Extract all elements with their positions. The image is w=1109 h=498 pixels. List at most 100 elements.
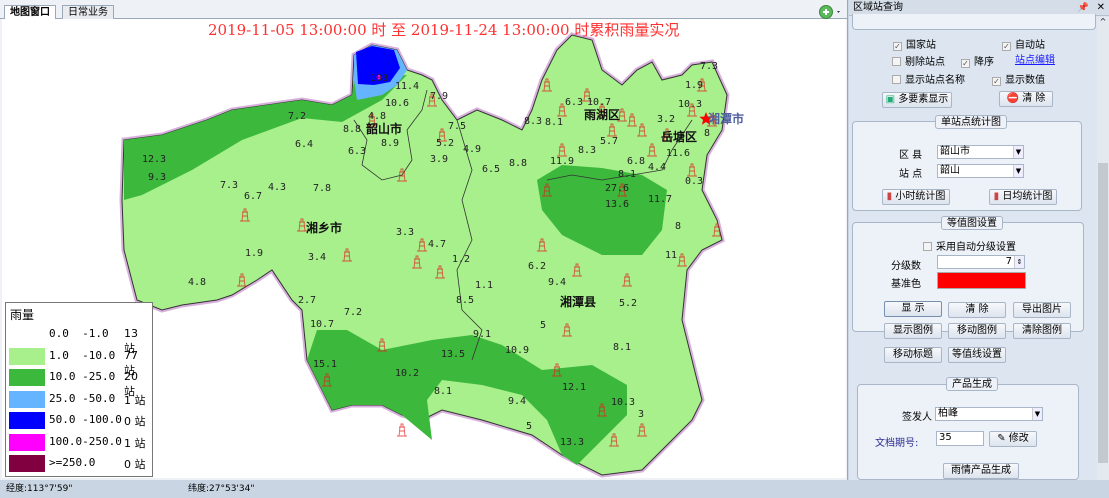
station-tower-icon[interactable] <box>662 128 672 142</box>
station-tower-icon[interactable] <box>677 253 687 267</box>
station-tower-icon[interactable] <box>427 93 437 107</box>
station-tower-icon[interactable] <box>397 168 407 182</box>
modify-button[interactable]: ✎ 修改 <box>989 431 1037 447</box>
station-value: 5 <box>540 320 546 331</box>
station-tower-icon[interactable] <box>572 263 582 277</box>
clear-button[interactable]: ⛔ 清 除 <box>999 91 1053 107</box>
multi-element-button[interactable]: ▣ 多要素显示 <box>882 92 952 108</box>
station-tower-icon[interactable] <box>435 265 445 279</box>
tab-daily-business[interactable]: 日常业务 <box>62 5 114 20</box>
station-tower-icon[interactable] <box>412 255 422 269</box>
exclude-station-checkbox[interactable]: 剔除站点 <box>892 53 945 68</box>
station-tower-icon[interactable] <box>342 248 352 262</box>
station-value: 11 <box>665 250 677 261</box>
station-tower-icon[interactable] <box>609 433 619 447</box>
station-tower-icon[interactable] <box>712 223 722 237</box>
station-tower-icon[interactable] <box>637 123 647 137</box>
contour-button-6[interactable]: 移动标题 <box>884 347 942 363</box>
national-station-checkbox[interactable]: ✓ 国家站 <box>893 40 936 51</box>
station-tower-icon[interactable] <box>542 78 552 92</box>
station-tower-icon[interactable] <box>537 238 547 252</box>
station-tower-icon[interactable] <box>562 323 572 337</box>
doc-number-input[interactable]: 35 <box>936 431 984 446</box>
station-value: 4.8 <box>188 277 206 288</box>
station-tower-icon[interactable] <box>622 273 632 287</box>
close-icon[interactable]: ✕ <box>1096 2 1105 13</box>
station-tower-icon[interactable] <box>552 363 562 377</box>
station-tower-icon[interactable] <box>367 113 377 127</box>
station-select[interactable]: 韶山 ▼ <box>937 164 1024 178</box>
station-tower-icon[interactable] <box>627 113 637 127</box>
contour-button-5[interactable]: 清除图例 <box>1013 323 1071 339</box>
descending-checkbox[interactable]: ✓ 降序 <box>961 57 994 68</box>
panel-scrollbar[interactable]: ^ <box>1097 17 1109 480</box>
station-value: 1.2 <box>452 254 470 265</box>
contour-button-4[interactable]: 移动图例 <box>948 323 1006 339</box>
tab-map-window[interactable]: 地图窗口 <box>4 5 56 20</box>
station-tower-icon[interactable] <box>557 143 567 157</box>
station-tower-icon[interactable] <box>417 238 427 252</box>
county-select[interactable]: 韶山市 ▼ <box>937 145 1024 159</box>
station-tower-icon[interactable] <box>687 103 697 117</box>
station-value: 12.3 <box>142 154 166 165</box>
legend-count: 0 站 <box>124 415 146 428</box>
station-tower-icon[interactable] <box>597 403 607 417</box>
district-label: 湘潭市 <box>708 111 744 126</box>
scrollbar-thumb[interactable] <box>1098 163 1108 463</box>
pin-icon[interactable]: 📌 <box>1077 3 1089 13</box>
station-tower-icon[interactable] <box>297 218 307 232</box>
auto-station-checkbox[interactable]: ✓ 自动站 <box>1002 40 1045 51</box>
station-tower-icon[interactable] <box>687 163 697 177</box>
contour-button-0[interactable]: 显 示 <box>884 301 942 317</box>
contour-button-1[interactable]: 清 除 <box>948 302 1006 318</box>
legend-count: 0 站 <box>124 458 146 471</box>
station-tower-icon[interactable] <box>542 183 552 197</box>
bar-chart-icon: ▮ <box>993 191 1000 202</box>
station-tower-icon[interactable] <box>617 108 627 122</box>
station-tower-icon[interactable] <box>377 338 387 352</box>
station-tower-icon[interactable] <box>240 208 250 222</box>
station-value: 10.9 <box>505 345 529 356</box>
station-tower-icon[interactable] <box>397 423 407 437</box>
station-tower-icon[interactable] <box>617 183 627 197</box>
auto-grading-checkbox[interactable]: 采用自动分级设置 <box>923 238 1016 253</box>
station-tower-icon[interactable] <box>697 78 707 92</box>
station-value: 0.3 <box>685 176 703 187</box>
region-light-green <box>121 34 728 476</box>
add-button[interactable] <box>816 4 844 20</box>
levels-stepper[interactable]: 7 ⇕ <box>937 255 1025 269</box>
station-tower-icon[interactable] <box>637 423 647 437</box>
station-value: 3.3 <box>396 227 414 238</box>
station-tower-icon[interactable] <box>582 88 592 102</box>
show-value-checkbox[interactable]: ✓ 显示数值 <box>992 75 1045 86</box>
district-boundary <box>546 119 693 181</box>
station-value: 11.6 <box>666 148 690 159</box>
station-value: 8 <box>704 128 710 139</box>
contour-button-2[interactable]: 导出图片 <box>1013 302 1071 318</box>
station-tower-icon[interactable] <box>237 273 247 287</box>
daily-chart-button[interactable]: ▮ 日均统计图 <box>989 189 1057 205</box>
district-boundary <box>353 89 428 181</box>
base-color-swatch[interactable] <box>937 272 1026 289</box>
show-station-name-checkbox[interactable]: 显示站点名称 <box>892 71 965 86</box>
station-tower-icon[interactable] <box>322 373 332 387</box>
issuer-select[interactable]: 柏峰 ▼ <box>935 407 1043 421</box>
remove-icon: ⛔ <box>1006 93 1020 104</box>
contour-button-7[interactable]: 等值线设置 <box>948 347 1006 363</box>
generate-product-button[interactable]: 雨情产品生成 <box>943 463 1019 479</box>
map-canvas[interactable]: 12.3 9.3 7.3 4.3 6.7 7.8 6.4 7.2 108 11.4 10.6 4.8 8… <box>2 19 846 478</box>
contour-button-3[interactable]: 显示图例 <box>884 323 942 339</box>
region-green-north <box>124 75 407 200</box>
hourly-chart-button[interactable]: ▮ 小时统计图 <box>882 189 950 205</box>
station-tower-icon[interactable] <box>597 103 607 117</box>
station-edit-link[interactable]: 站点编辑 <box>1015 55 1055 66</box>
station-tower-icon[interactable] <box>647 143 657 157</box>
station-value: 7.9 <box>430 91 448 102</box>
legend[interactable]: 雨量 0.0 -1.0 13 站 1.0 -10.0 77 站 10.0 -25.0 20… <box>5 302 153 477</box>
station-value: 10.2 <box>395 368 419 379</box>
legend-count: 1 站 <box>124 393 146 407</box>
station-tower-icon[interactable] <box>607 123 617 137</box>
station-tower-icon[interactable] <box>557 103 567 117</box>
station-value: 5.2 <box>436 138 454 149</box>
station-tower-icon[interactable] <box>437 128 447 142</box>
